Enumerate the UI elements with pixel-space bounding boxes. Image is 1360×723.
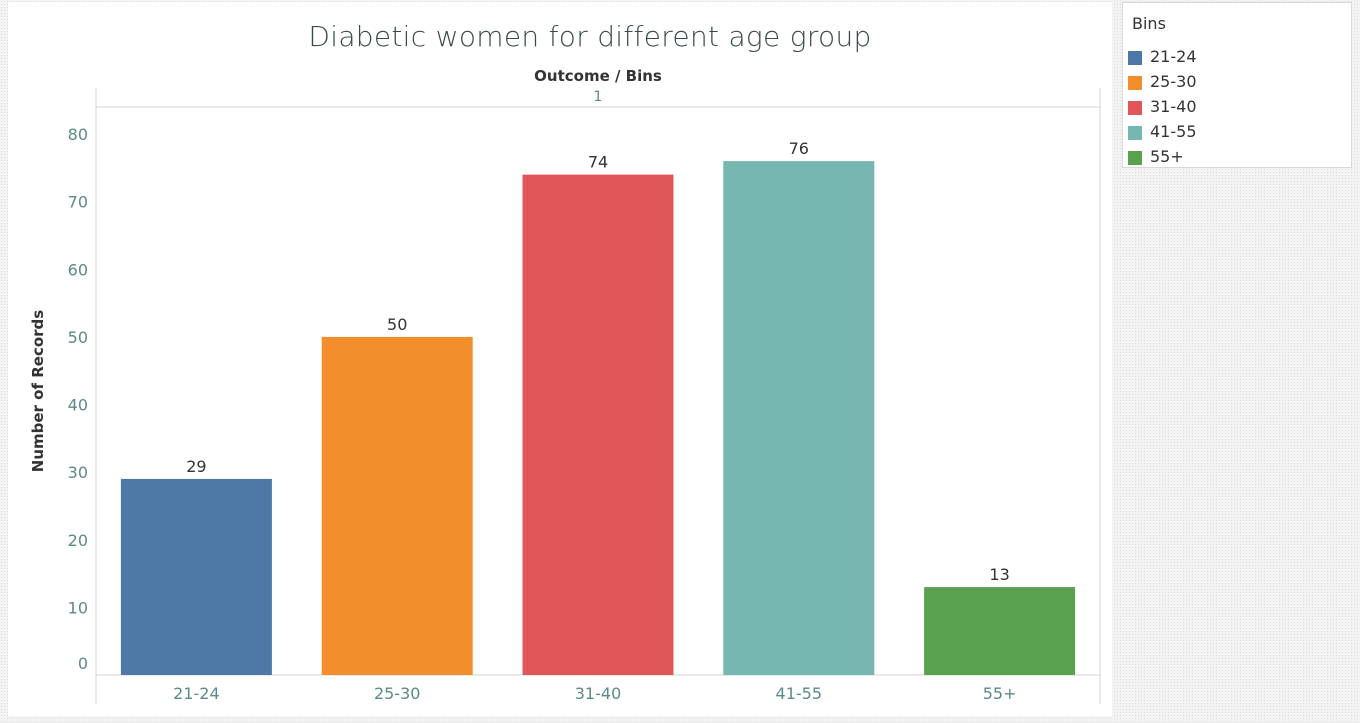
y-tick-label: 40 xyxy=(68,396,88,415)
y-tick-label: 20 xyxy=(68,531,88,550)
x-tick-label: 55+ xyxy=(983,684,1017,703)
y-tick-label: 60 xyxy=(68,260,88,279)
y-tick-label: 10 xyxy=(68,598,88,617)
legend-label: 21-24 xyxy=(1150,47,1197,66)
bar-value-label: 50 xyxy=(387,315,407,334)
bar-31-40[interactable] xyxy=(522,174,674,675)
legend-label: 55+ xyxy=(1150,147,1184,166)
y-tick-label: 30 xyxy=(68,463,88,482)
column-header-label: Outcome / Bins xyxy=(534,67,662,85)
y-tick-label: 50 xyxy=(68,328,88,347)
y-tick-label: 70 xyxy=(68,193,88,212)
legend-swatch xyxy=(1128,51,1142,65)
x-tick-label: 31-40 xyxy=(575,684,622,703)
legend-swatch xyxy=(1128,101,1142,115)
x-tick-label: 41-55 xyxy=(776,684,823,703)
x-tick-label: 25-30 xyxy=(374,684,421,703)
bar-value-label: 29 xyxy=(186,457,206,476)
bar-value-label: 13 xyxy=(989,565,1009,584)
legend-label: 25-30 xyxy=(1150,72,1197,91)
x-tick-label: 21-24 xyxy=(173,684,220,703)
bar-chart: 0 10 20 30 40 50 60 70 80 29 21-24 50 25-30 74 31-40 76… xyxy=(68,88,1101,704)
bar-41-55[interactable] xyxy=(723,161,875,676)
y-tick-label: 0 xyxy=(78,654,88,673)
legend-swatch xyxy=(1128,76,1142,90)
chart-title: Diabetic women for different age group xyxy=(308,20,872,53)
bar-value-label: 74 xyxy=(588,153,608,172)
bar-25-30[interactable] xyxy=(321,336,473,675)
legend-swatch xyxy=(1128,151,1142,165)
legend-title: Bins xyxy=(1132,14,1166,33)
bar-21-24[interactable] xyxy=(120,478,272,675)
y-tick-label: 80 xyxy=(68,125,88,144)
legend-label: 31-40 xyxy=(1150,97,1197,116)
pane-header: 1 xyxy=(593,89,603,105)
bar-value-label: 76 xyxy=(789,139,809,158)
legend[interactable]: Bins 21-24 25-30 31-40 41-55 55+ xyxy=(1122,2,1352,168)
legend-swatch xyxy=(1128,126,1142,140)
bar-55+[interactable] xyxy=(924,587,1076,675)
legend-label: 41-55 xyxy=(1150,122,1197,141)
